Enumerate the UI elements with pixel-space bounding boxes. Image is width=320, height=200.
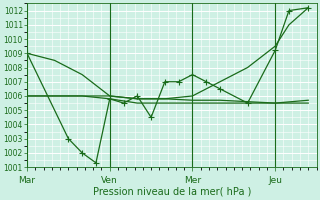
X-axis label: Pression niveau de la mer( hPa ): Pression niveau de la mer( hPa ) — [92, 187, 251, 197]
